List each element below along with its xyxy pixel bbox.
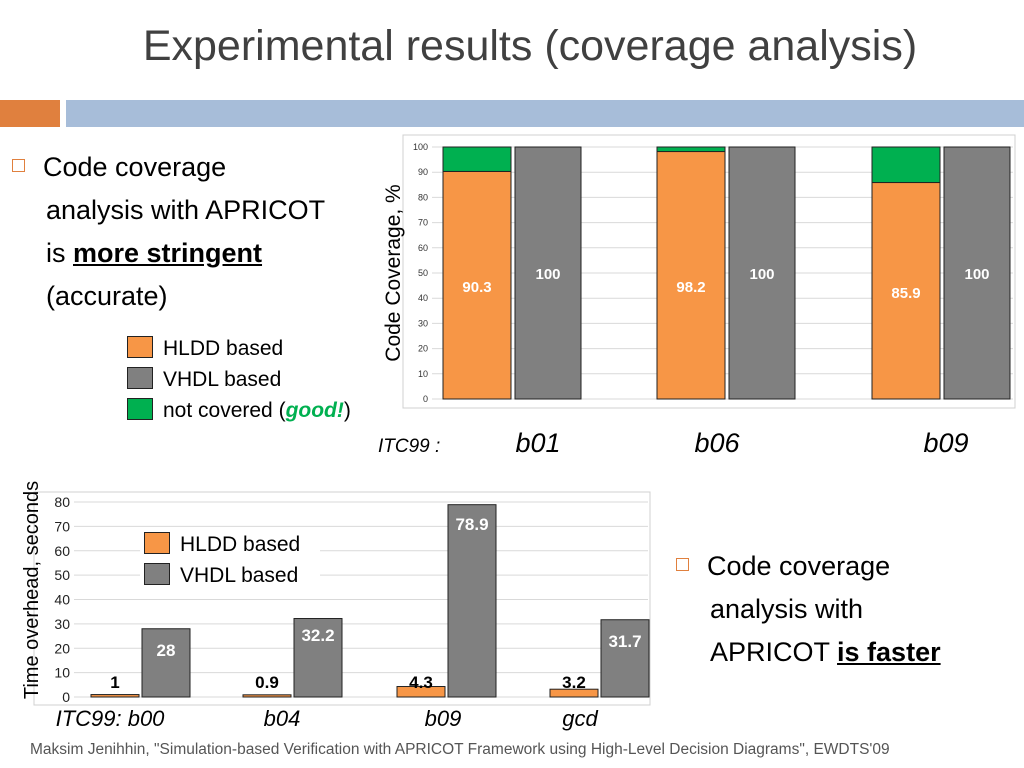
legend-label: HLDD based (180, 533, 301, 556)
y-tick-label: 60 (54, 543, 70, 559)
coverage-chart: 0 10 20 30 40 50 60 70 80 90 100 Code Coverage, % 90… (378, 134, 1016, 458)
bullet-text: is (46, 238, 73, 268)
data-label: 100 (749, 266, 774, 283)
data-label: 98.2 (676, 279, 705, 296)
y-tick-label: 10 (418, 369, 428, 379)
y-tick-label: 30 (418, 318, 428, 328)
bullet-coverage-stringent: Code coverage analysis with APRICOT is m… (12, 146, 325, 318)
bar-vhdl (600, 619, 650, 698)
legend-coverage: HLDD based VHDL based not covered (good!… (127, 333, 351, 426)
y-tick-label: 100 (413, 142, 428, 152)
legend-swatch-hldd (127, 336, 153, 358)
data-label: 32.2 (301, 626, 334, 645)
legend-label: not covered ( (163, 399, 286, 422)
data-label: 0.9 (255, 673, 279, 692)
bar-not-covered (656, 146, 726, 153)
data-label: 1 (110, 673, 119, 692)
bullet-text: (accurate) (46, 281, 168, 311)
y-tick-label: 70 (54, 518, 70, 534)
category-label: gcd (562, 706, 598, 731)
bullet-emphasis: more stringent (73, 238, 263, 268)
header-accent-blue (66, 100, 1024, 127)
y-tick-label: 0 (423, 394, 428, 404)
legend-label: HLDD based (163, 337, 284, 360)
y-tick-label: 80 (418, 192, 428, 202)
data-label: 3.2 (562, 673, 586, 692)
y-tick-label: 20 (54, 640, 70, 656)
bar-vhdl (728, 146, 796, 400)
data-label: 100 (964, 266, 989, 283)
bullet-emphasis: is faster (837, 637, 941, 667)
bar-hldd (242, 694, 292, 698)
data-label: 90.3 (462, 279, 491, 296)
y-tick-label: 90 (418, 167, 428, 177)
bar-hldd (90, 694, 140, 698)
y-tick-label: 70 (418, 218, 428, 228)
bullet-text: Code coverage (43, 152, 227, 182)
bar-hldd (656, 151, 726, 400)
legend-swatch-not-covered (127, 398, 153, 420)
y-axis-title: Time overhead, seconds (21, 481, 43, 699)
data-label: 28 (157, 641, 176, 660)
y-tick-label: 0 (62, 689, 70, 705)
legend-swatch-vhdl (127, 367, 153, 389)
legend-time: HLDD based VHDL based (140, 527, 321, 599)
category-label: b09 (923, 428, 968, 458)
legend-emphasis: good! (285, 399, 344, 422)
x-axis-prefix: ITC99 : (378, 436, 440, 457)
bar-hldd (871, 182, 941, 400)
header-accent-orange (0, 100, 60, 127)
y-tick-label: 30 (54, 616, 70, 632)
category-label: b04 (264, 706, 301, 731)
bullet-text: Code coverage (707, 551, 891, 581)
footer-citation: Maksim Jenihhin, "Simulation-based Verif… (30, 741, 890, 758)
bullet-square-icon (12, 159, 25, 172)
page-title: Experimental results (coverage analysis) (142, 22, 918, 70)
y-tick-label: 10 (54, 665, 70, 681)
bar-not-covered (871, 146, 941, 184)
bar-hldd (442, 170, 512, 400)
category-label: b09 (425, 706, 462, 731)
bullet-square-icon (676, 558, 689, 571)
y-tick-label: 40 (418, 293, 428, 303)
bullet-text: APRICOT (710, 637, 838, 667)
legend-label: VHDL based (163, 368, 282, 391)
data-label: 78.9 (455, 515, 488, 534)
y-tick-label: 60 (418, 243, 428, 253)
time-overhead-chart: 0 10 20 30 40 50 60 70 80 Time overhead, seconds 1… (21, 481, 651, 731)
data-label: 31.7 (608, 632, 641, 651)
bar-hldd (396, 686, 446, 698)
bar-vhdl (141, 628, 191, 698)
bar-not-covered (442, 146, 512, 172)
category-label: b06 (694, 428, 740, 458)
bullet-faster: Code coverage analysis with APRICOT is f… (676, 545, 941, 674)
category-label: ITC99: b00 (56, 706, 166, 731)
y-tick-label: 20 (418, 344, 428, 354)
legend-label: VHDL based (180, 564, 299, 587)
data-label: 85.9 (891, 285, 920, 302)
bar-vhdl (447, 504, 497, 698)
bullet-text: analysis with APRICOT (46, 195, 326, 225)
data-label: 4.3 (409, 673, 433, 692)
y-tick-label: 50 (418, 268, 428, 278)
y-axis-title: Code Coverage, % (382, 184, 405, 361)
legend-swatch-vhdl (144, 563, 170, 585)
bullet-text: analysis with (710, 594, 864, 624)
bar-vhdl (943, 146, 1011, 400)
bar-vhdl (514, 146, 582, 400)
y-tick-label: 80 (54, 494, 70, 510)
data-label: 100 (535, 266, 560, 283)
category-label: b01 (515, 428, 560, 458)
y-tick-label: 40 (54, 592, 70, 608)
legend-swatch-hldd (144, 532, 170, 554)
legend-label: ) (343, 399, 351, 422)
y-tick-label: 50 (54, 567, 70, 583)
bar-vhdl (293, 618, 343, 698)
bar-hldd (549, 688, 599, 698)
